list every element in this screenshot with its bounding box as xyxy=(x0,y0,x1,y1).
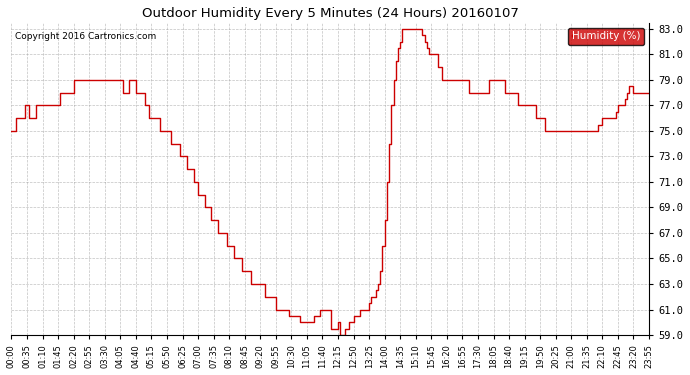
Legend: Humidity (%): Humidity (%) xyxy=(568,28,644,45)
Title: Outdoor Humidity Every 5 Minutes (24 Hours) 20160107: Outdoor Humidity Every 5 Minutes (24 Hou… xyxy=(142,7,519,20)
Text: Copyright 2016 Cartronics.com: Copyright 2016 Cartronics.com xyxy=(14,32,156,41)
